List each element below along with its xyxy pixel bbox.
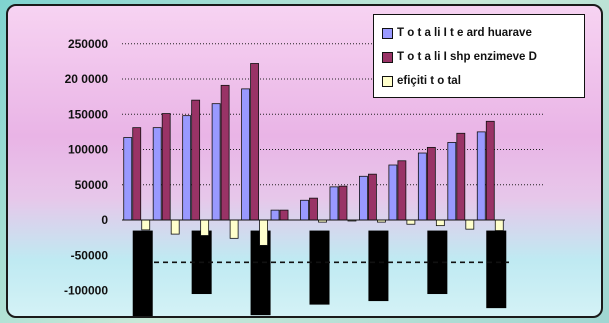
y-tick-label: 0: [101, 213, 108, 227]
bar-series-1: [329, 186, 339, 221]
chart-area: 250000 20 0000 150000 100000 50000 0 -50000 -10…: [6, 4, 603, 318]
bar-chart: 250000 20 0000 150000 100000 50000 0 -50000 -10…: [64, 37, 545, 316]
legend-swatch-series-1: [382, 27, 393, 39]
legend-swatch-series-2: [382, 51, 393, 63]
legend: T o t a li I t e ard huarave T o t a li …: [373, 14, 585, 98]
bar-series-2: [426, 146, 436, 221]
y-tick-label: 50000: [75, 178, 109, 192]
bar-series-1: [152, 127, 162, 221]
bar-series-1: [241, 88, 250, 221]
bar-series-1: [447, 142, 457, 221]
legend-label-series-2: T o t a li I shp enzimeve D: [397, 51, 537, 63]
y-tick-label: 250000: [68, 37, 108, 51]
bar-series-2: [485, 120, 495, 221]
black-block: [250, 230, 271, 316]
bar-series-2: [191, 99, 201, 221]
bar-series-3: [170, 219, 180, 235]
bar-series-2: [250, 63, 259, 221]
bar-series-3: [494, 219, 504, 231]
bar-series-1: [123, 137, 133, 221]
black-block: [368, 230, 389, 302]
bar-series-1: [417, 152, 427, 221]
y-tick-label: -50000: [71, 248, 109, 262]
bar-series-2: [132, 127, 142, 221]
black-block: [309, 230, 330, 305]
bar-series-3: [435, 219, 445, 227]
legend-label-series-3: efiçiti t o tal: [397, 75, 461, 87]
bar-series-2: [338, 185, 348, 221]
bar-series-3: [406, 219, 416, 225]
y-tick-label: -100000: [64, 284, 108, 298]
bar-series-2: [456, 132, 466, 221]
y-tick-label: 100000: [68, 143, 108, 157]
legend-item-series-3: efiçiti t o tal: [382, 69, 578, 93]
bar-series-3: [141, 219, 151, 231]
bar-series-1: [359, 175, 368, 221]
bar-series-1: [182, 115, 192, 221]
bar-series-3: [465, 219, 475, 230]
legend-label-series-1: T o t a li I t e ard huarave: [397, 27, 532, 39]
legend-item-series-2: T o t a li I shp enzimeve D: [382, 45, 578, 69]
bar-series-1: [388, 164, 398, 221]
bar-series-1: [476, 131, 486, 221]
y-tick-label: 20 0000: [65, 72, 109, 86]
bar-series-1: [270, 209, 280, 221]
bar-series-3: [229, 219, 239, 239]
bar-series-1: [300, 199, 309, 221]
bar-series-2: [309, 197, 318, 221]
legend-item-series-1: T o t a li I t e ard huarave: [382, 21, 578, 45]
bar-series-2: [279, 209, 289, 221]
bar-series-3: [259, 219, 268, 246]
black-block: [132, 230, 153, 316]
bar-series-3: [200, 219, 210, 236]
bar-series-2: [397, 160, 407, 221]
bar-series-1: [211, 103, 221, 221]
bar-series-2: [161, 113, 171, 221]
bar-series-2: [220, 84, 230, 221]
legend-swatch-series-3: [382, 75, 393, 87]
y-tick-label: 150000: [68, 107, 108, 121]
bar-series-2: [368, 173, 377, 221]
black-block: [486, 230, 507, 309]
